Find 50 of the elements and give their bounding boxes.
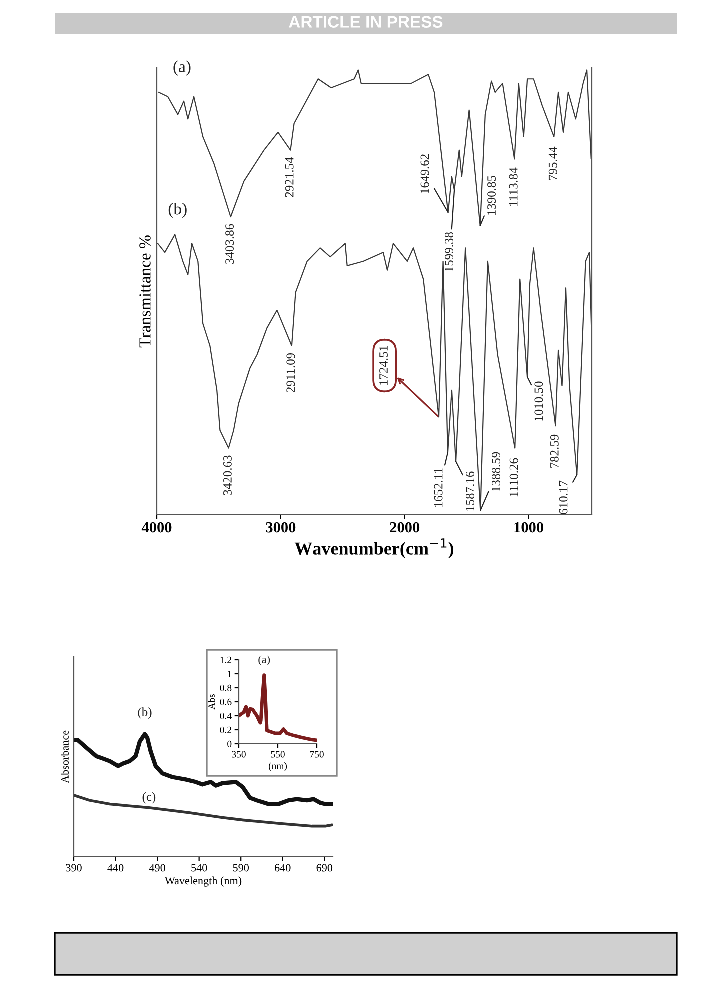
y-tick-label: 1	[228, 670, 232, 678]
y-tick-label: 0.6	[220, 698, 232, 706]
series-label: (b)	[138, 708, 152, 720]
annotation: 1724.51	[380, 346, 388, 385]
x-tick-label: 590	[233, 864, 250, 872]
x-tick-label: 2000	[390, 522, 420, 533]
y-tick-label: 1.2	[220, 656, 232, 664]
annotation: 1010.50	[534, 382, 544, 421]
x-tick-label: 1000	[514, 522, 544, 533]
y-axis-title: Transmittance %	[140, 236, 151, 348]
annotation: 1652.11	[434, 468, 443, 508]
y-tick-label: 0.2	[220, 726, 232, 734]
series-label: (c)	[142, 792, 156, 804]
x-axis-title: Wavelength (nm)	[164, 876, 242, 887]
x-tick-label: 690	[316, 864, 333, 872]
x-tick-label: 390	[66, 864, 82, 872]
x-tick-label: 540	[192, 864, 208, 872]
y-tick-label: 0	[228, 740, 232, 748]
annotation: 3420.63	[223, 456, 232, 496]
annotation: 1388.59	[492, 452, 500, 492]
series-label: (a)	[174, 60, 191, 76]
x-tick-label: 440	[108, 864, 124, 872]
annotation: 610.17	[559, 480, 568, 514]
annotation: 3403.86	[226, 224, 234, 264]
x-axis-title: (nm)	[268, 762, 288, 772]
x-tick-label: 3000	[266, 522, 296, 533]
series-label: (a)	[258, 656, 270, 666]
x-tick-label: 640	[275, 864, 291, 872]
annotation: 1390.85	[488, 176, 496, 216]
x-tick-label: 490	[149, 864, 166, 872]
annotation: 2911.09	[286, 353, 296, 393]
line-series	[239, 674, 317, 742]
x-tick-label: 550	[271, 751, 285, 758]
annotation: 1587.16	[466, 472, 474, 511]
x-axis-title: Wavenumber(cm$^{−1}$)	[294, 538, 454, 559]
annotation: 1113.84	[509, 168, 518, 206]
annotation: 782.59	[550, 434, 559, 468]
annotation: 795.44	[548, 146, 558, 180]
annotation: 2921.54	[285, 157, 294, 198]
series-label: (b)	[168, 203, 187, 218]
annotation: 1649.62	[420, 154, 430, 194]
y-tick-label: 0.4	[220, 712, 232, 720]
y-axis-title: Absorbance	[61, 730, 69, 784]
x-tick-label: 350	[232, 751, 246, 758]
annotation: 1110.26	[510, 458, 518, 497]
annotation: 1599.38	[445, 232, 454, 272]
y-tick-label: 0.8	[220, 684, 232, 692]
y-axis-title: Abs	[208, 694, 216, 710]
x-tick-label: 750	[310, 751, 324, 758]
x-tick-label: 4000	[142, 522, 172, 533]
